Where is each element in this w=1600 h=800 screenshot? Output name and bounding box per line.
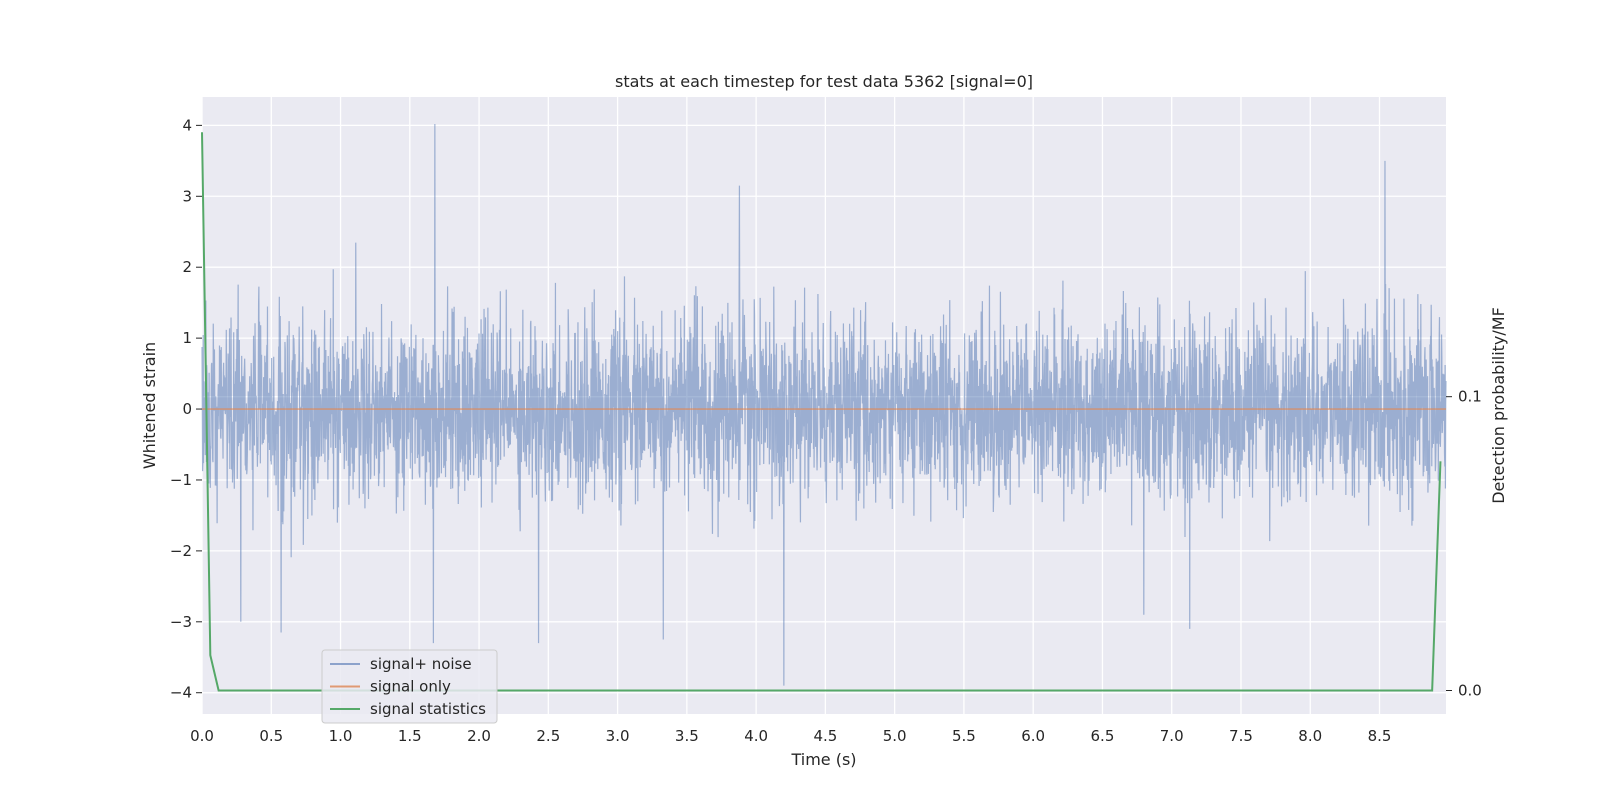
series-line-signal-noise bbox=[201, 123, 1447, 686]
x-tick-label: 2.0 bbox=[467, 727, 491, 745]
noise-series-layer bbox=[201, 123, 1447, 686]
y2-axis-label: Detection probability/MF bbox=[1489, 307, 1508, 504]
y-tick-label: −3 bbox=[170, 613, 192, 631]
axes-layer: 0.0 0.5 1.0 1.5 2.0 2.5 3.0 3.5 4.0 4.5 5.0 5.5 6.0 6… bbox=[170, 116, 1482, 745]
x-tick-label: 4.0 bbox=[744, 727, 768, 745]
y2-tick-label: 0.0 bbox=[1458, 681, 1482, 699]
x-tick-label: 3.5 bbox=[675, 727, 699, 745]
x-tick-label: 0.0 bbox=[190, 727, 214, 745]
legend-box bbox=[321, 649, 498, 724]
x-tick-label: 1.5 bbox=[398, 727, 422, 745]
x-tick-label: 1.0 bbox=[329, 727, 353, 745]
y-tick-label: 0 bbox=[182, 400, 192, 418]
x-tick-label: 3.0 bbox=[606, 727, 630, 745]
legend: signal+ noise signal only signal statistic… bbox=[321, 649, 498, 724]
y2-tick-label: 0.1 bbox=[1458, 388, 1482, 406]
x-axis-label: Time (s) bbox=[790, 750, 856, 769]
y-tick-label: 1 bbox=[182, 329, 192, 347]
x-tick-label: 2.5 bbox=[536, 727, 560, 745]
x-tick-label: 8.5 bbox=[1368, 727, 1392, 745]
x-tick-label: 0.5 bbox=[259, 727, 283, 745]
chart-title: stats at each timestep for test data 536… bbox=[615, 72, 1033, 91]
legend-label: signal statistics bbox=[370, 700, 486, 718]
y-tick-label: −2 bbox=[170, 542, 192, 560]
legend-label: signal only bbox=[370, 678, 451, 696]
y-tick-label: −1 bbox=[170, 471, 192, 489]
x-tick-label: 5.5 bbox=[952, 727, 976, 745]
y-tick-label: 4 bbox=[182, 116, 192, 134]
x-tick-label: 7.0 bbox=[1160, 727, 1184, 745]
lines-layer bbox=[201, 132, 1446, 692]
y-tick-label: 2 bbox=[182, 258, 192, 276]
x-tick-label: 7.5 bbox=[1229, 727, 1253, 745]
x-tick-label: 6.5 bbox=[1091, 727, 1115, 745]
y-axis-label: Whitened strain bbox=[140, 342, 159, 469]
legend-label: signal+ noise bbox=[370, 655, 472, 673]
y-tick-label: 3 bbox=[182, 187, 192, 205]
y-tick-label: −4 bbox=[170, 684, 192, 702]
x-tick-label: 4.5 bbox=[813, 727, 837, 745]
series-line-signal-statistics bbox=[201, 132, 1442, 692]
x-tick-label: 6.0 bbox=[1021, 727, 1045, 745]
x-tick-label: 5.0 bbox=[883, 727, 907, 745]
x-tick-label: 8.0 bbox=[1298, 727, 1322, 745]
